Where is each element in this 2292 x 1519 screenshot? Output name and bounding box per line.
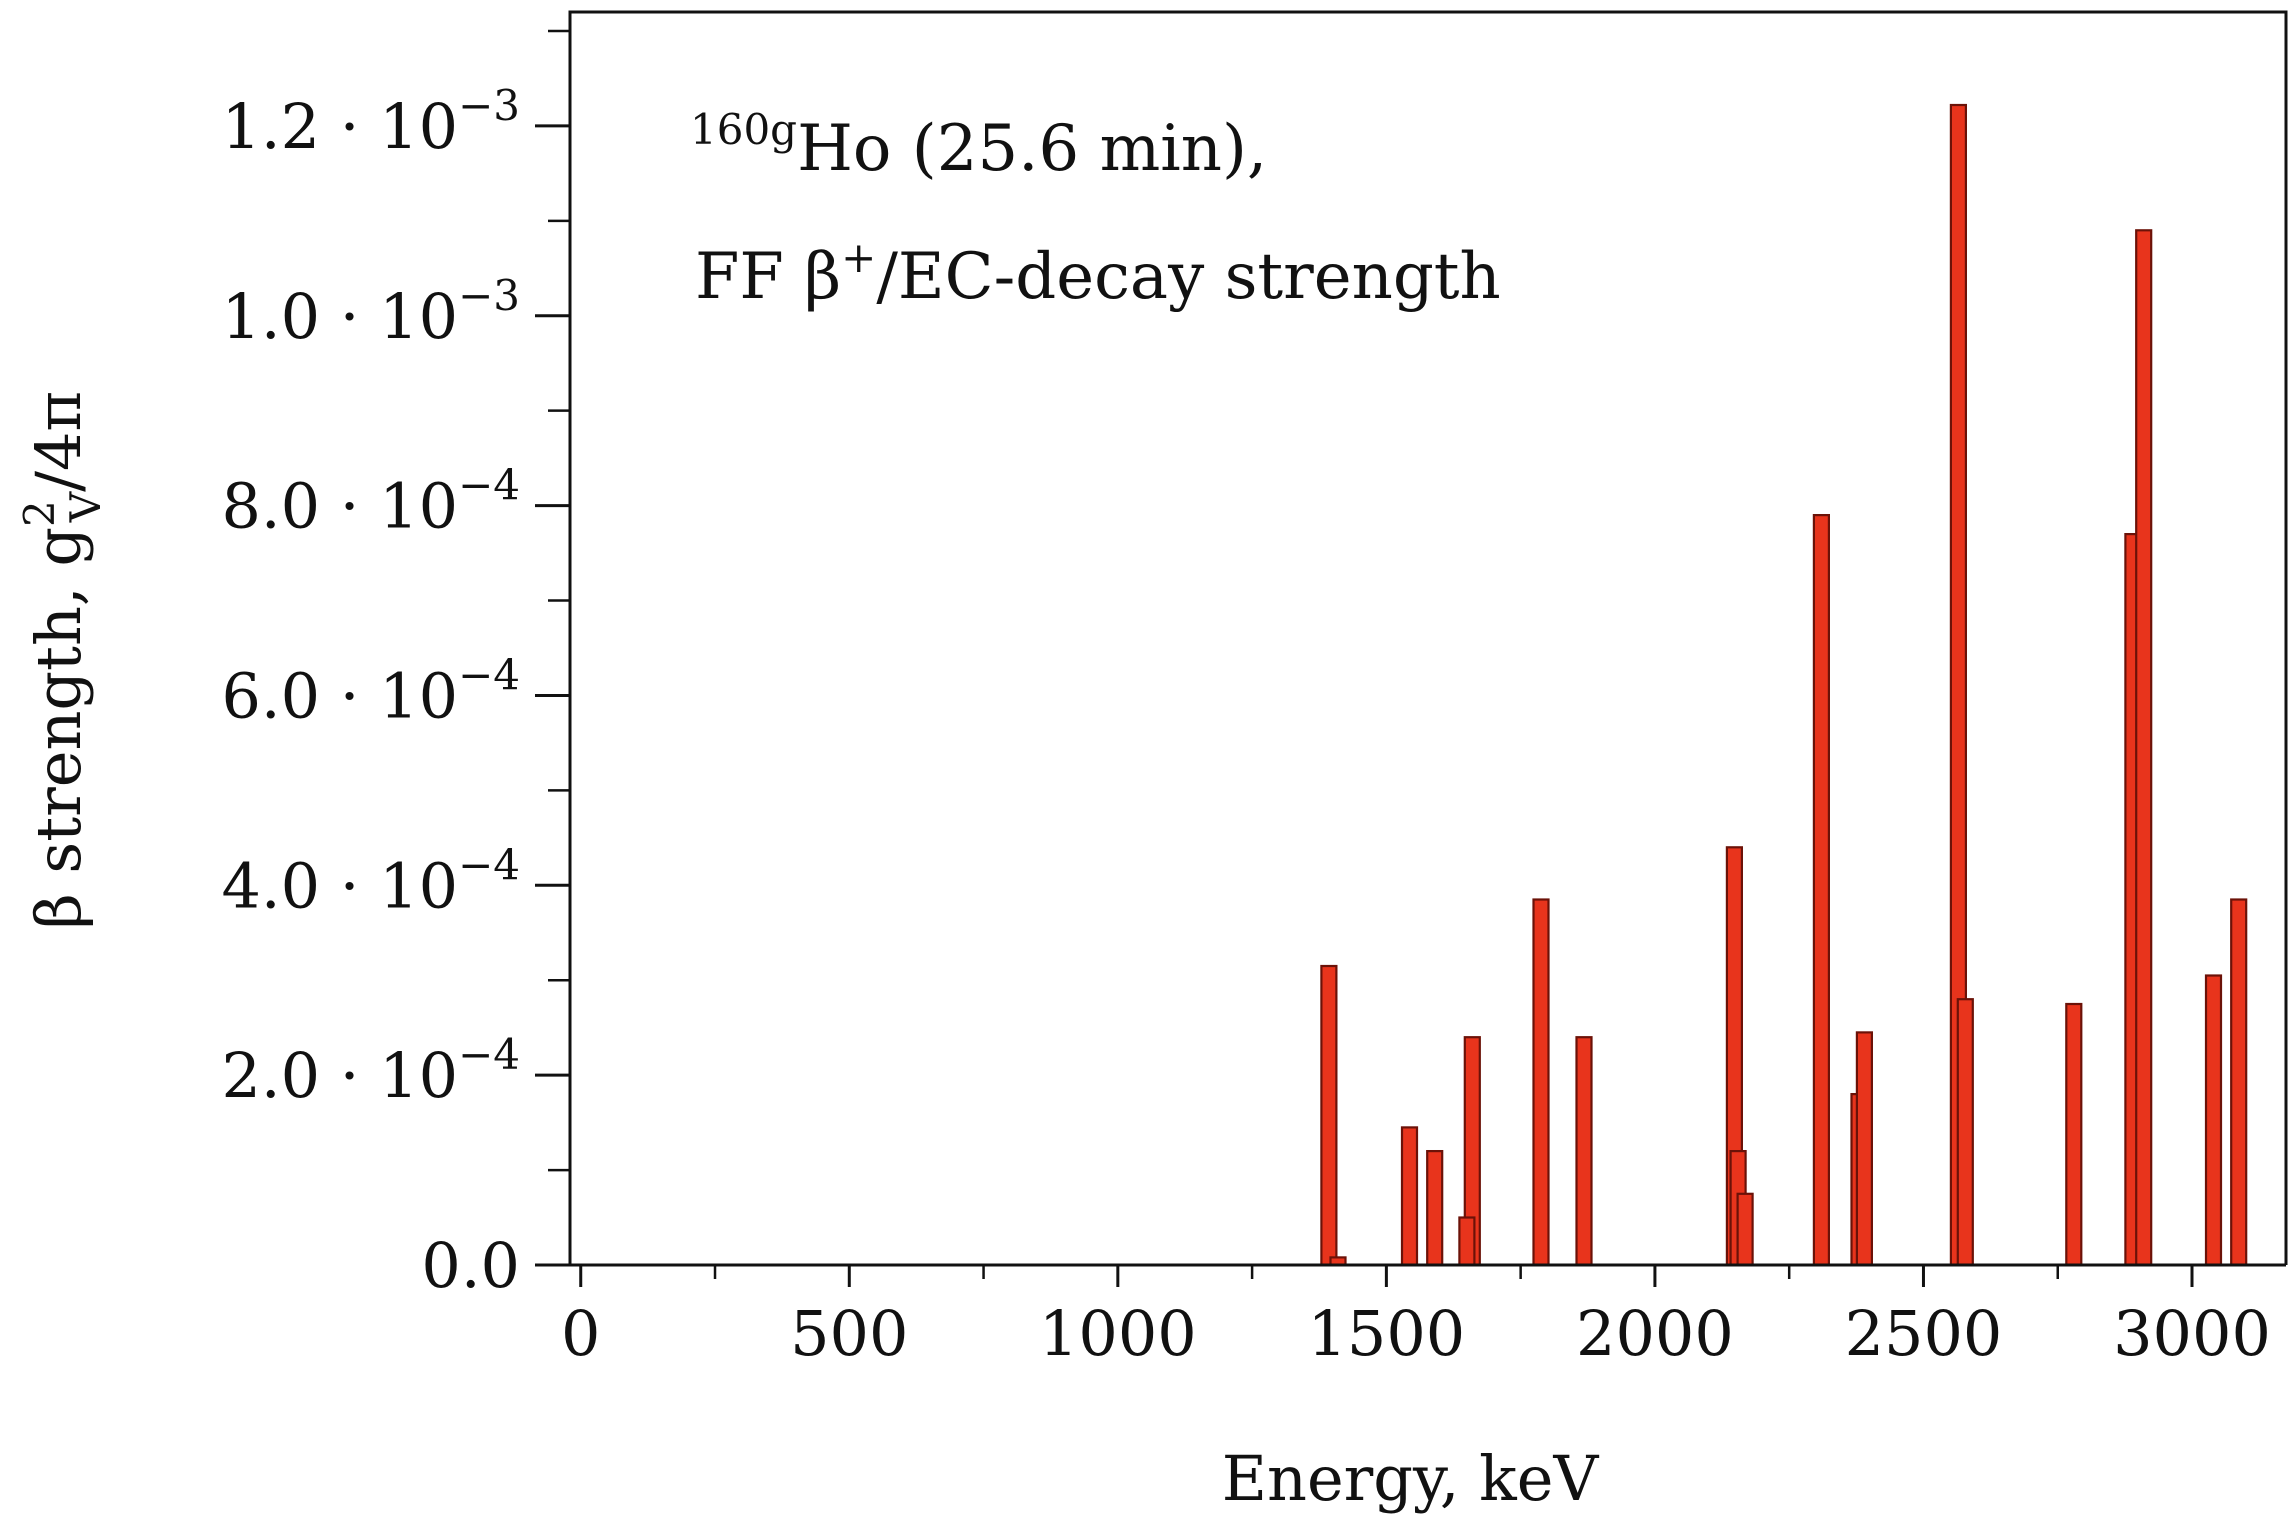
annotation-prefix: FF β bbox=[695, 240, 841, 314]
axes-layer: 0 500 1000 1500 2000 2500 3000 0.0 2.0 · 10−4 4.0… bbox=[221, 10, 2288, 1370]
y-tick-label-2: 4.0 · 10−4 bbox=[221, 840, 520, 922]
y-tick-label-6: 1.2 · 10−3 bbox=[221, 81, 520, 163]
text-layer: 160gHo (25.6 min), FF β+/EC-decay streng… bbox=[15, 105, 1599, 1515]
annotation-charge-sup: + bbox=[841, 233, 876, 282]
y-tick-label-3: 6.0 · 10−4 bbox=[221, 650, 520, 732]
y-axis-label-sub: V bbox=[61, 491, 110, 523]
y-tick-label-5: 1.0 · 10−3 bbox=[221, 271, 520, 353]
annotation-nuclide: Ho (25.6 min), bbox=[797, 112, 1267, 186]
y-axis-label: β strength, g2V/4π bbox=[15, 391, 110, 929]
y-axis-label-prefix: β strength, g bbox=[22, 527, 95, 929]
bar-19 bbox=[2204, 974, 2223, 1267]
x-tick-label-6: 3000 bbox=[2113, 1297, 2271, 1370]
x-tick-label-3: 1500 bbox=[1307, 1297, 1465, 1370]
bar-0 bbox=[1320, 964, 1338, 1267]
annotation-line-2: FF β+/EC-decay strength bbox=[695, 233, 1501, 314]
bar-3 bbox=[1426, 1149, 1444, 1267]
bar-16 bbox=[2065, 1002, 2083, 1267]
y-tick-label-4: 8.0 · 10−4 bbox=[221, 461, 520, 543]
y-axis-label-suffix: /4π bbox=[22, 391, 95, 492]
plot-frame bbox=[568, 10, 2288, 1265]
bar-7 bbox=[1575, 1036, 1593, 1267]
bar-6 bbox=[1532, 898, 1550, 1267]
y-tick-label-0: 0.0 bbox=[421, 1229, 520, 1302]
bar-20 bbox=[2230, 898, 2248, 1267]
bar-11 bbox=[1812, 513, 1831, 1267]
bars-layer bbox=[1320, 103, 2248, 1267]
bar-15 bbox=[1956, 998, 1974, 1267]
x-tick-label-0: 0 bbox=[561, 1297, 600, 1370]
x-axis-label: Energy, keV bbox=[1222, 1442, 1600, 1515]
annotation-mass-sup: 160g bbox=[690, 105, 797, 154]
bar-13 bbox=[1855, 1031, 1874, 1267]
x-tick-label-5: 2500 bbox=[1845, 1297, 2003, 1370]
bar-2 bbox=[1400, 1126, 1419, 1267]
x-tick-label-2: 1000 bbox=[1039, 1297, 1197, 1370]
x-tick-label-4: 2000 bbox=[1576, 1297, 1734, 1370]
bar-18 bbox=[2135, 229, 2153, 1267]
y-tick-label-1: 2.0 · 10−4 bbox=[221, 1030, 520, 1112]
annotation-suffix: /EC-decay strength bbox=[876, 240, 1500, 314]
annotation-line-1: 160gHo (25.6 min), bbox=[690, 105, 1267, 186]
bar-10 bbox=[1736, 1192, 1754, 1267]
y-axis-label-sup: 2 bbox=[15, 500, 64, 527]
x-tick-label-1: 500 bbox=[790, 1297, 908, 1370]
bar-5 bbox=[1458, 1216, 1476, 1267]
